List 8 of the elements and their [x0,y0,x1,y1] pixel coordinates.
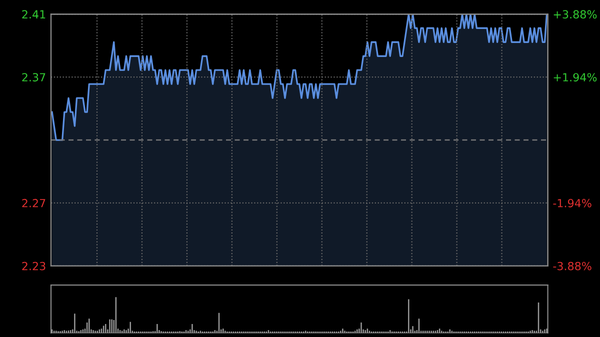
y-tick-label: 2.27 [22,198,46,208]
y2-tick-label: -3.88% [553,262,592,270]
y-tick-label: 2.41 [22,10,46,18]
y2-tick-label: -1.94% [553,198,592,208]
y2-tick-label: +1.94% [554,73,597,82]
y-tick-label: 2.23 [22,262,46,270]
y-tick-label: 2.37 [22,73,46,82]
y2-tick-label: +3.88% [554,10,597,19]
